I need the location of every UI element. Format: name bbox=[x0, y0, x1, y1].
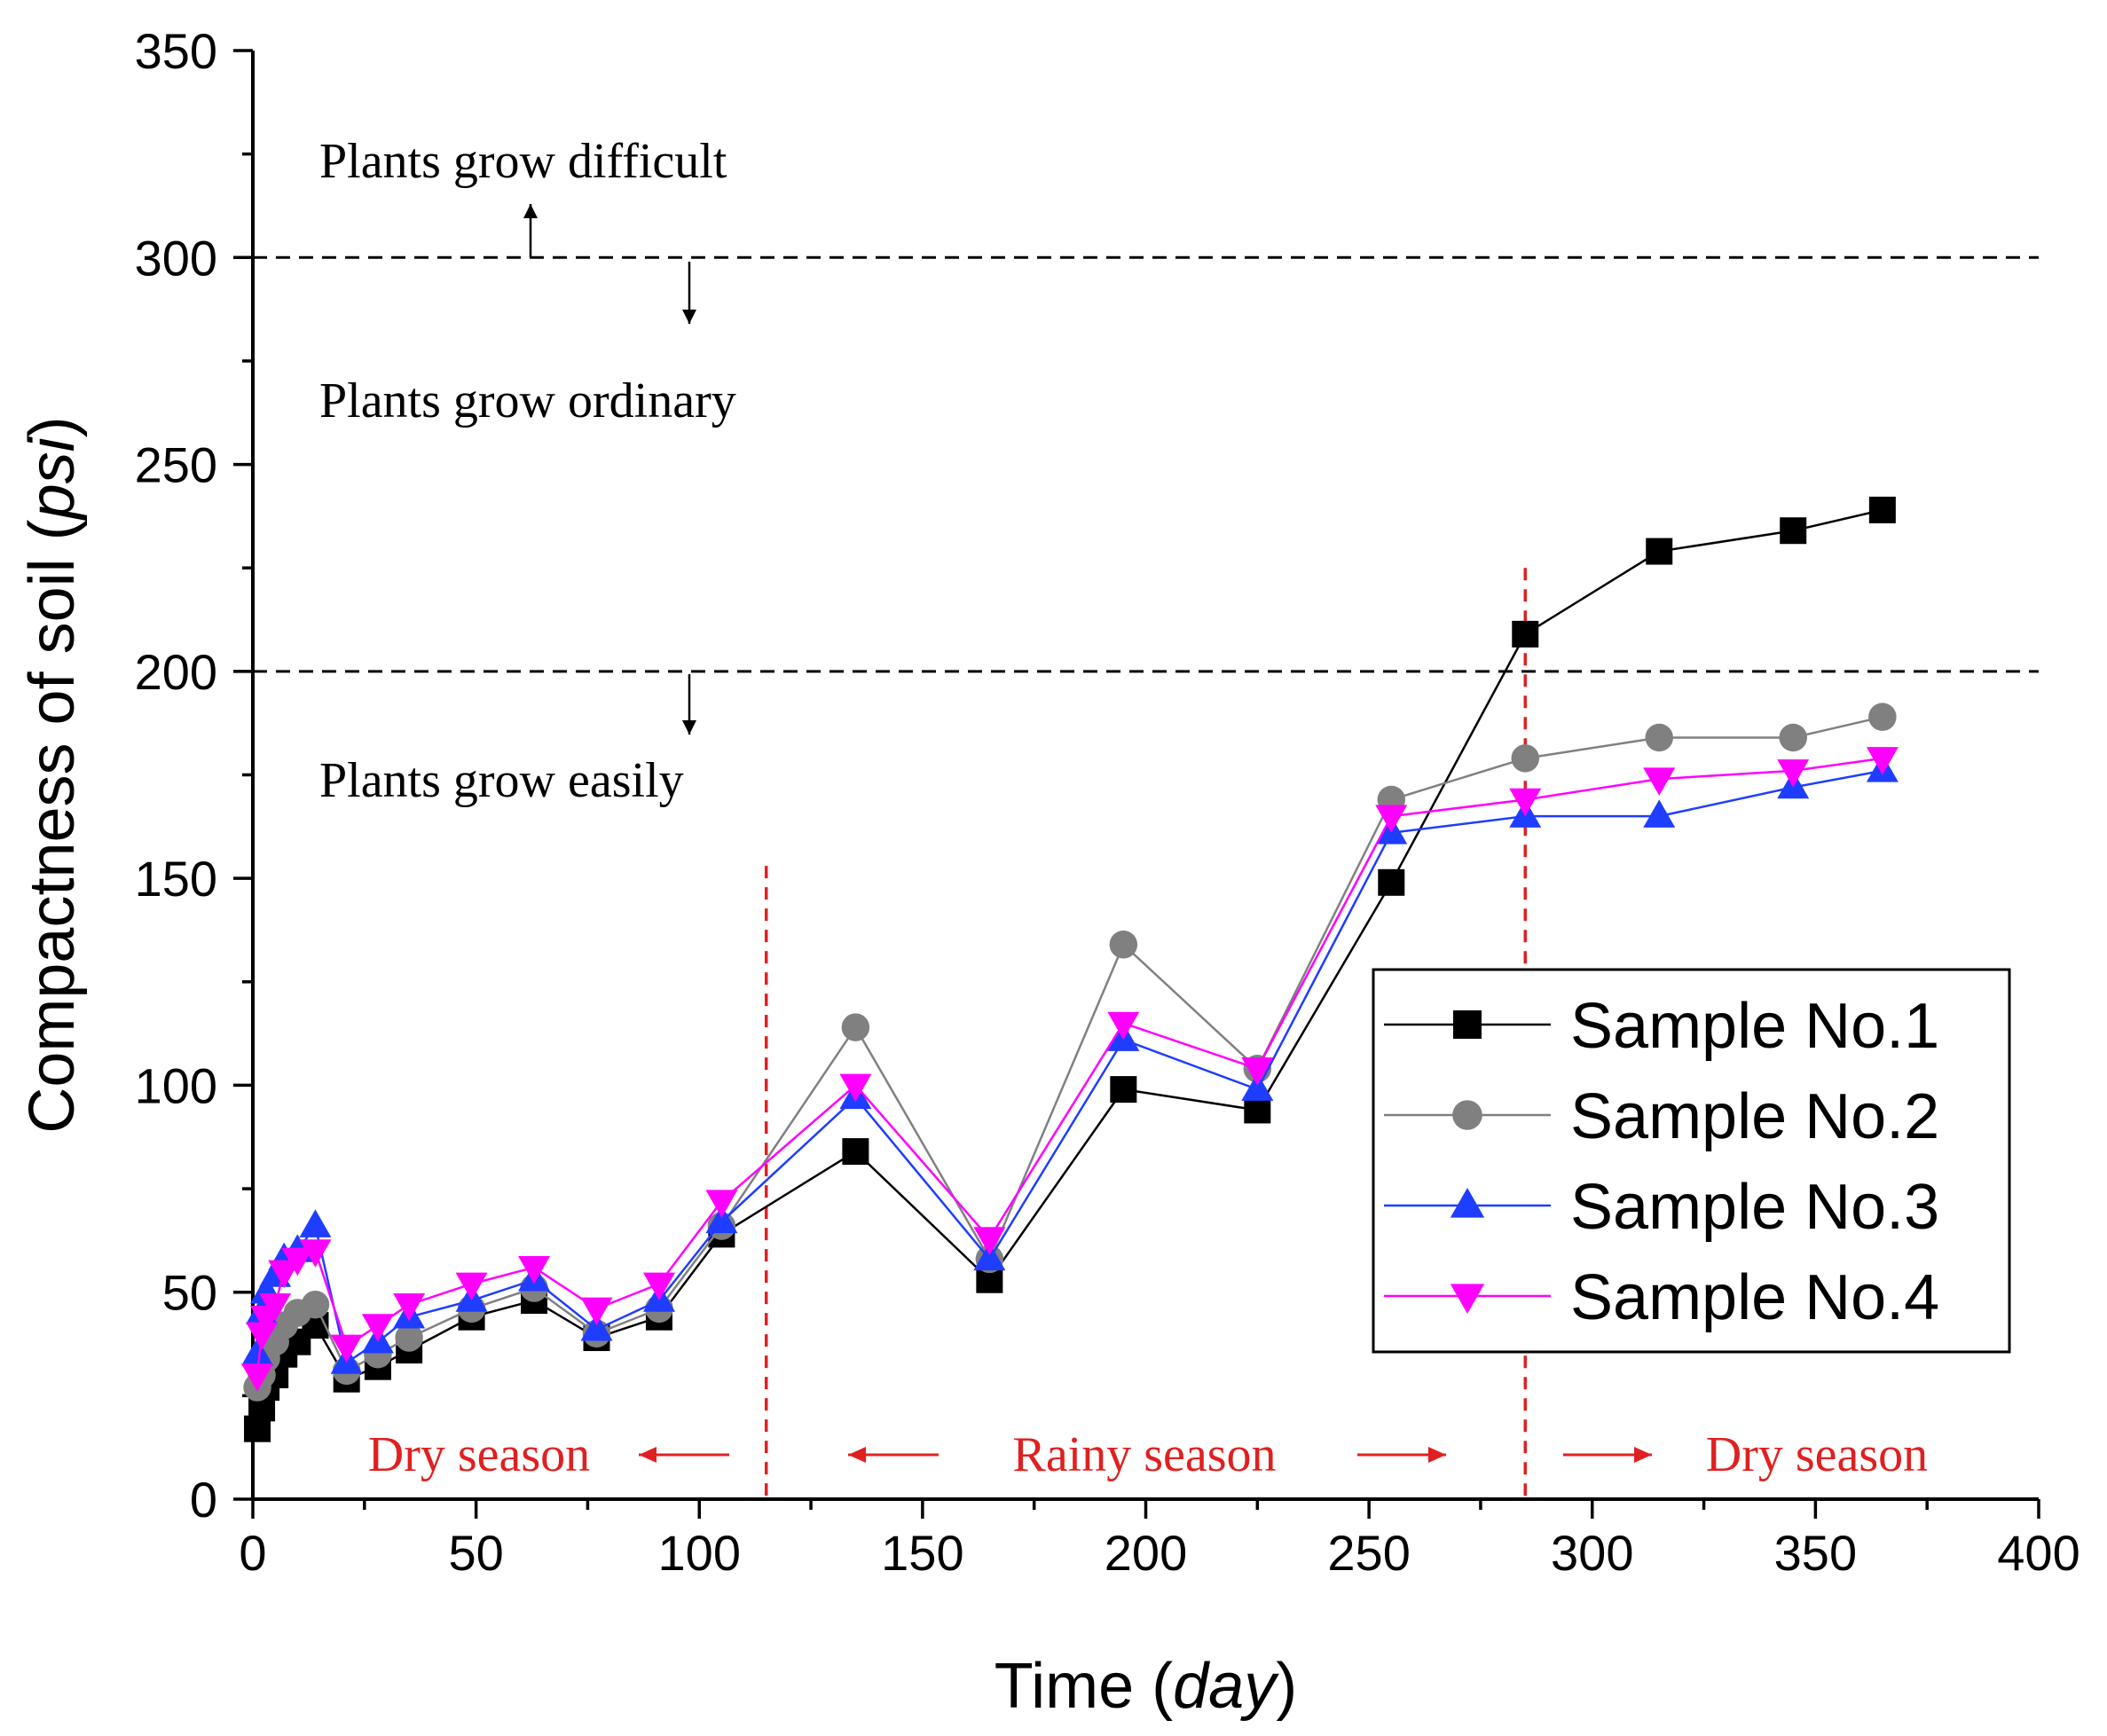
season-label: Dry season bbox=[368, 1427, 590, 1482]
legend-marker-2 bbox=[1452, 1100, 1482, 1130]
series-layer bbox=[241, 496, 1899, 1442]
legend-label-1: Sample No.1 bbox=[1570, 991, 1939, 1062]
axes: 0 50 100 150 200 250 300 350 400 0 50 100 150 200 250 3… bbox=[17, 23, 2080, 1722]
x-axis-label: Time (day) bbox=[995, 1651, 1297, 1722]
data-point bbox=[1643, 767, 1676, 796]
x-tick-label: 200 bbox=[1105, 1525, 1187, 1581]
x-axis-unit: day bbox=[1173, 1651, 1279, 1722]
data-point bbox=[1868, 703, 1897, 731]
arrow-rainy-left-head bbox=[848, 1447, 866, 1463]
data-point bbox=[246, 1322, 279, 1351]
data-point bbox=[455, 1272, 488, 1301]
data-point bbox=[705, 1190, 738, 1218]
data-point bbox=[1643, 799, 1676, 828]
data-point bbox=[1509, 788, 1542, 817]
data-point bbox=[268, 1260, 301, 1289]
data-point bbox=[361, 1314, 394, 1342]
data-point bbox=[1780, 517, 1807, 545]
data-point bbox=[841, 1013, 870, 1041]
data-point bbox=[1241, 1057, 1274, 1086]
season-label: Rainy season bbox=[1012, 1427, 1276, 1482]
data-point bbox=[241, 1363, 274, 1392]
data-point bbox=[299, 1209, 332, 1237]
data-point bbox=[241, 1337, 274, 1366]
y-axis-unit: psi bbox=[17, 436, 88, 521]
y-tick-label: 350 bbox=[135, 23, 217, 79]
data-point bbox=[973, 1227, 1006, 1255]
data-point bbox=[1511, 744, 1540, 773]
legend-label-4: Sample No.4 bbox=[1570, 1262, 1939, 1333]
data-point bbox=[839, 1073, 872, 1103]
data-point bbox=[393, 1292, 426, 1322]
arrow-down-ordinary-head bbox=[682, 310, 696, 324]
data-point bbox=[580, 1297, 613, 1326]
data-point bbox=[518, 1255, 551, 1284]
arrow-up-difficult-head bbox=[523, 204, 538, 218]
x-tick-label: 350 bbox=[1774, 1525, 1857, 1581]
data-point bbox=[1244, 1096, 1271, 1124]
y-tick-label: 250 bbox=[135, 437, 217, 493]
data-point bbox=[580, 1312, 613, 1341]
data-point bbox=[642, 1272, 675, 1301]
legend-marker-4 bbox=[1450, 1284, 1485, 1314]
y-tick-label: 200 bbox=[135, 644, 217, 700]
data-point bbox=[1241, 1072, 1274, 1101]
x-axis-label-close: ) bbox=[1276, 1651, 1297, 1722]
data-point bbox=[1107, 1011, 1140, 1041]
data-point bbox=[1375, 805, 1408, 833]
data-point bbox=[1512, 620, 1539, 648]
data-point bbox=[299, 1239, 332, 1268]
arrow-rainy-right-head bbox=[1428, 1447, 1446, 1463]
annotations: Plants grow difficult Plants grow ordinar… bbox=[319, 134, 1928, 1482]
data-point bbox=[705, 1205, 738, 1234]
data-point bbox=[395, 1324, 423, 1352]
arrow-dry-season-left-head bbox=[639, 1447, 656, 1463]
x-tick-label: 400 bbox=[1997, 1525, 2079, 1581]
data-point bbox=[301, 1290, 330, 1319]
data-point bbox=[1378, 868, 1405, 896]
x-tick-label: 250 bbox=[1327, 1525, 1410, 1581]
legend: Sample No.1 Sample No.2 Sample No.3 Sample … bbox=[1372, 968, 2011, 1354]
x-tick-label: 50 bbox=[448, 1525, 503, 1581]
data-point bbox=[259, 1292, 292, 1322]
data-point bbox=[330, 1334, 363, 1363]
data-point bbox=[842, 1138, 869, 1166]
zone-label: Plants grow ordinary bbox=[319, 373, 736, 428]
data-point bbox=[1866, 747, 1899, 775]
y-tick-label: 0 bbox=[190, 1472, 217, 1528]
zone-label: Plants grow difficult bbox=[319, 134, 727, 189]
legend-label-2: Sample No.2 bbox=[1570, 1081, 1939, 1152]
data-point bbox=[1777, 759, 1810, 788]
x-tick-label: 150 bbox=[881, 1525, 963, 1581]
data-point bbox=[281, 1247, 314, 1276]
y-axis-label: Compactness of soil (psi) bbox=[17, 416, 88, 1133]
y-axis-label-close: ) bbox=[17, 416, 88, 437]
x-tick-label: 0 bbox=[239, 1525, 266, 1581]
zone-label: Plants grow easily bbox=[319, 753, 684, 808]
y-tick-label: 100 bbox=[135, 1057, 217, 1113]
x-tick-label: 100 bbox=[658, 1525, 741, 1581]
arrow-dry-season-right-head bbox=[1634, 1447, 1652, 1463]
data-point bbox=[1109, 931, 1138, 959]
legend-marker-1 bbox=[1453, 1010, 1482, 1039]
y-tick-label: 300 bbox=[135, 230, 217, 286]
y-tick-label: 150 bbox=[135, 851, 217, 907]
data-point bbox=[973, 1242, 1006, 1271]
data-point bbox=[1110, 1076, 1137, 1104]
data-point bbox=[1868, 496, 1896, 523]
data-point bbox=[1645, 723, 1673, 752]
legend-label-3: Sample No.3 bbox=[1570, 1172, 1939, 1243]
data-point bbox=[1779, 723, 1807, 752]
season-label: Dry season bbox=[1706, 1427, 1928, 1482]
arrow-down-easily-head bbox=[682, 720, 696, 734]
legend-marker-3 bbox=[1450, 1188, 1485, 1218]
y-tick-label: 50 bbox=[162, 1265, 217, 1321]
x-tick-label: 300 bbox=[1551, 1525, 1633, 1581]
data-point bbox=[1646, 538, 1673, 565]
series-4 bbox=[241, 747, 1899, 1392]
